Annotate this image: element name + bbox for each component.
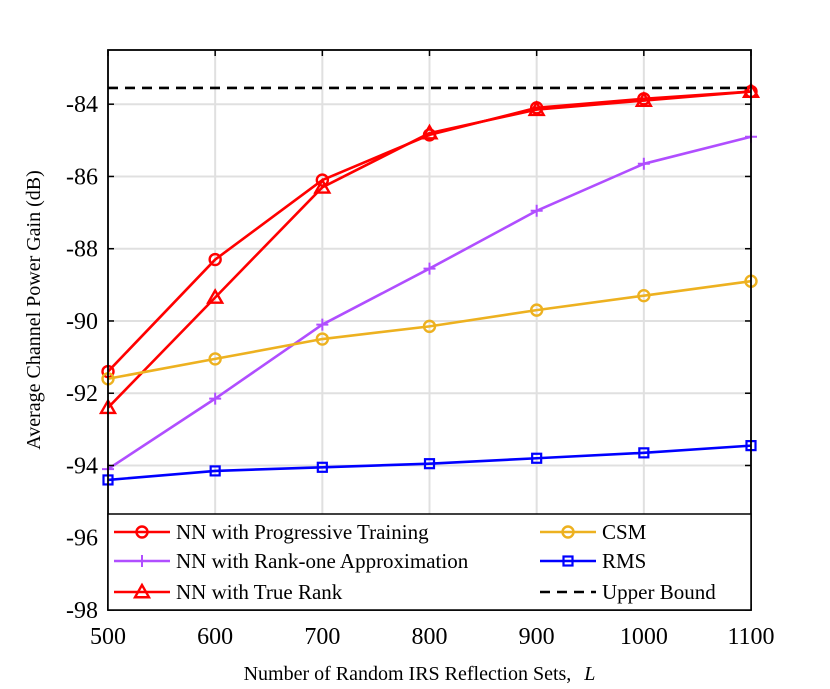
data-point-truerank [420,123,439,140]
data-point-progressive [208,252,222,267]
data-point-rms [638,447,650,459]
y-axis-label: Average Channel Power Gain (dB) [23,170,45,450]
data-point-rms [316,461,328,473]
series-line-csm [107,279,752,381]
legend-label-upper: Upper Bound [602,580,716,604]
data-point-rankone [316,318,329,331]
legend-entry-progressive: NN with Progressive Training [114,520,429,544]
data-point-rankone [209,392,222,405]
y-tick-label: -92 [66,381,98,407]
x-tick-label: 500 [90,624,126,650]
legend-marker-rankone [136,555,148,567]
x-tick-label: 800 [412,624,448,650]
x-tick-label: 600 [197,624,233,650]
data-point-csm [529,303,544,317]
legend-label-rms: RMS [602,549,646,573]
legend-label-truerank: NN with True Rank [176,580,343,604]
x-axis-label-variable: L [583,663,595,685]
data-point-csm [315,332,330,346]
data-point-csm [208,352,222,366]
data-point-rms [209,465,221,477]
legend-entry-upper: Upper Bound [540,580,716,604]
legend-label-rankone: NN with Rank-one Approximation [176,549,469,573]
y-tick-label: -84 [66,92,98,118]
data-point-truerank [634,91,653,108]
y-tick-label: -94 [66,453,98,479]
legend-box [107,513,752,611]
data-point-truerank [313,177,332,194]
data-point-rankone [423,262,436,275]
series-layer [98,82,761,486]
data-point-rms [531,452,543,464]
data-point-rankone [637,157,650,170]
legend-marker-truerank [132,582,152,599]
x-tick-label: 1000 [620,624,668,650]
legend-marker-progressive [135,525,149,539]
x-tick-label: 700 [304,624,340,650]
data-point-csm [422,319,437,334]
y-tick-label: -90 [66,309,98,335]
series-line-progressive [107,90,752,373]
data-point-truerank [206,288,225,304]
data-point-rankone [530,204,543,217]
legend-entry-truerank: NN with True Rank [114,580,343,604]
x-axis-label: Number of Random IRS Reflection Sets, L [244,663,596,685]
series-line-rms [107,444,752,482]
data-point-csm [637,288,651,303]
y-tick-label: -86 [66,164,98,190]
x-axis-label-text: Number of Random IRS Reflection Sets, [244,663,572,685]
y-tick-label: -88 [66,237,98,263]
legend-label-progressive: NN with Progressive Training [176,520,429,544]
data-point-rms [423,458,436,470]
legend-entry-rms: RMS [540,549,646,573]
legend-marker-rms [562,555,574,567]
legend-entry-csm: CSM [540,520,647,544]
x-tick-label: 1100 [727,624,774,650]
legend-marker-csm [561,525,575,539]
legend-label-csm: CSM [602,520,647,544]
legend-entry-rankone: NN with Rank-one Approximation [114,549,469,573]
y-tick-label: -96 [66,526,98,552]
series-line-truerank [107,90,752,409]
data-point-truerank [527,100,546,117]
series-rms [102,440,757,486]
y-tick-label: -98 [66,598,98,624]
legend: NN with Progressive Training NN with Rank… [107,513,752,611]
axis-ticks: 500 600 700 800 900 1000 1100 -98 -96 -94 -92 -90 -8… [66,50,775,650]
data-point-progressive [315,173,330,187]
x-tick-label: 900 [519,624,555,650]
